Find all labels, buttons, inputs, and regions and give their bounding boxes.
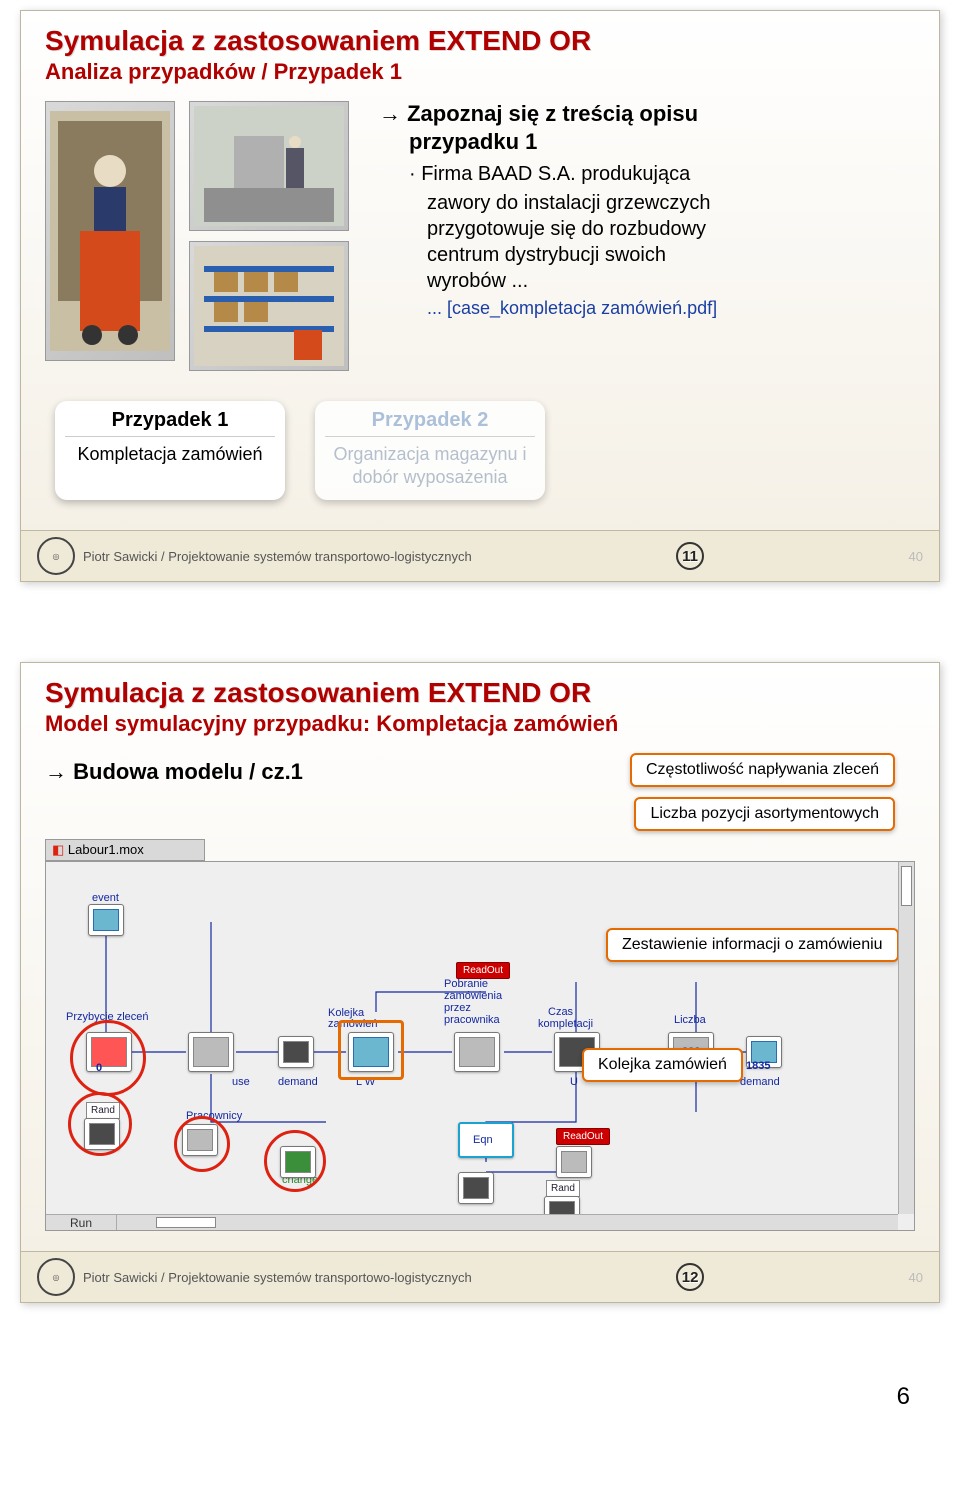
window-title-text: Labour1.mox <box>68 842 144 857</box>
slide-1: Symulacja z zastosowaniem EXTEND OR Anal… <box>20 10 940 582</box>
scrollbar-horizontal[interactable]: Run <box>46 1214 898 1230</box>
lbl-pobranie4: pracownika <box>444 1014 500 1026</box>
case1-body: Kompletacja zamówień <box>65 443 275 466</box>
circle-change <box>264 1130 326 1192</box>
block-readout2-box[interactable] <box>556 1146 592 1178</box>
firm-line-3: przygotowuje się do rozbudowy <box>427 216 915 242</box>
seal-icon-2: ◎ <box>37 1258 75 1296</box>
block-demand1[interactable] <box>278 1036 314 1068</box>
bullet-leader: · <box>409 163 421 185</box>
file-link[interactable]: ... [case_kompletacja zamówień.pdf] <box>427 298 915 319</box>
lbl-demand1: demand <box>278 1076 318 1088</box>
footer-author: Piotr Sawicki / Projektowanie systemów t… <box>83 549 472 564</box>
block-eqn[interactable]: Eqn <box>458 1122 514 1158</box>
lbl-demand3: demand <box>740 1076 780 1088</box>
slide-2: Symulacja z zastosowaniem EXTEND OR Mode… <box>20 662 940 1303</box>
firm-line-5: wyrobów ... <box>427 268 915 294</box>
arrow-line-1: → Zapoznaj się z treścią opisu <box>379 101 915 127</box>
badge-readout2[interactable]: ReadOut <box>556 1128 610 1145</box>
circle-rand <box>68 1092 132 1156</box>
callout-kolejka: Kolejka zamówień <box>582 1048 743 1082</box>
lbl-pobranie1: Pobranie <box>444 978 488 990</box>
slide1-footer: ◎ Piotr Sawicki / Projektowanie systemów… <box>21 530 939 581</box>
block-bottom1[interactable] <box>458 1172 494 1204</box>
lbl-pobranie2: zamówienia <box>444 990 502 1002</box>
block-pobranie[interactable] <box>454 1032 500 1072</box>
slide2-number: 12 <box>676 1263 704 1291</box>
image-warehouse-shelves <box>189 241 349 371</box>
callout-frequency: Częstotliwość napływania zleceń <box>630 753 895 787</box>
firm-line-2: zawory do instalacji grzewczych <box>427 190 915 216</box>
footer-author-2: Piotr Sawicki / Projektowanie systemów t… <box>83 1270 472 1285</box>
slide1-total: 40 <box>909 549 923 564</box>
firm-line-1: Firma BAAD S.A. produkująca <box>421 163 690 185</box>
scrollbar-vertical[interactable] <box>898 862 914 1214</box>
circle-pracownicy <box>174 1116 230 1172</box>
callout-zestawienie: Zestawienie informacji o zamówieniu <box>606 928 899 962</box>
cards-row: Przypadek 1 Kompletacja zamówień Przypad… <box>45 401 915 500</box>
lbl-czas1: Czas <box>548 1006 573 1018</box>
orange-kolejka-rect <box>338 1020 404 1080</box>
lbl-event: event <box>92 892 119 904</box>
lbl-czas2: kompletacji <box>538 1018 593 1030</box>
case-card-2[interactable]: Przypadek 2 Organizacja magazynu i dobór… <box>315 401 545 500</box>
num-1635: 1835 <box>746 1060 770 1072</box>
lbl-eqn: Eqn <box>473 1134 493 1146</box>
case-card-1[interactable]: Przypadek 1 Kompletacja zamówień <box>55 401 285 500</box>
bullet-firm-line1: · Firma BAAD S.A. produkująca <box>409 163 915 186</box>
image-loading-dock <box>189 101 349 231</box>
page-number: 6 <box>20 1383 940 1411</box>
block-set1[interactable] <box>188 1032 234 1072</box>
slide2-title: Symulacja z zastosowaniem EXTEND OR <box>45 677 915 709</box>
lbl-use: use <box>232 1076 250 1088</box>
case1-title: Przypadek 1 <box>65 409 275 437</box>
slide1-subtitle: Analiza przypadków / Przypadek 1 <box>45 59 915 85</box>
slide2-header: Symulacja z zastosowaniem EXTEND OR Mode… <box>21 663 939 745</box>
slide2-subtitle: Model symulacyjny przypadku: Kompletacja… <box>45 711 915 737</box>
slide1-body: → Zapoznaj się z treścią opisu przypadku… <box>21 93 939 530</box>
block-event[interactable] <box>88 904 124 936</box>
build-line: → Budowa modelu / cz.1 <box>45 759 303 785</box>
seal-icon: ◎ <box>37 537 75 575</box>
circle-generator <box>70 1020 146 1096</box>
slide2-footer: ◎ Piotr Sawicki / Projektowanie systemów… <box>21 1251 939 1302</box>
block-rand2[interactable]: Rand <box>546 1180 580 1197</box>
slide1-title: Symulacja z zastosowaniem EXTEND OR <box>45 25 915 57</box>
lbl-pobranie3: przez <box>444 1002 471 1014</box>
run-button[interactable]: Run <box>46 1215 117 1230</box>
badge-readout1[interactable]: ReadOut <box>456 962 510 979</box>
firm-line-4: centrum dystrybucji swoich <box>427 242 915 268</box>
model-canvas[interactable]: event count Przybycie zleceń 0 demand us… <box>45 861 915 1231</box>
slide2-total: 40 <box>909 1270 923 1285</box>
case2-title: Przypadek 2 <box>325 409 535 437</box>
model-wrap: ◧ Labour1.mox <box>45 839 915 1231</box>
callout-positions: Liczba pozycji asortymentowych <box>634 797 895 831</box>
arrow-line-2: przypadku 1 <box>409 129 915 155</box>
slide1-number: 11 <box>676 542 704 570</box>
slide1-header: Symulacja z zastosowaniem EXTEND OR Anal… <box>21 11 939 93</box>
slide2-body: → Budowa modelu / cz.1 Częstotliwość nap… <box>21 745 939 1251</box>
lbl-liczba: Liczba <box>674 1014 706 1026</box>
window-title: ◧ Labour1.mox <box>45 839 205 861</box>
lbl-u: U <box>570 1076 578 1088</box>
image-forklift <box>45 101 175 361</box>
case2-body: Organizacja magazynu i dobór wyposażenia <box>325 443 535 488</box>
